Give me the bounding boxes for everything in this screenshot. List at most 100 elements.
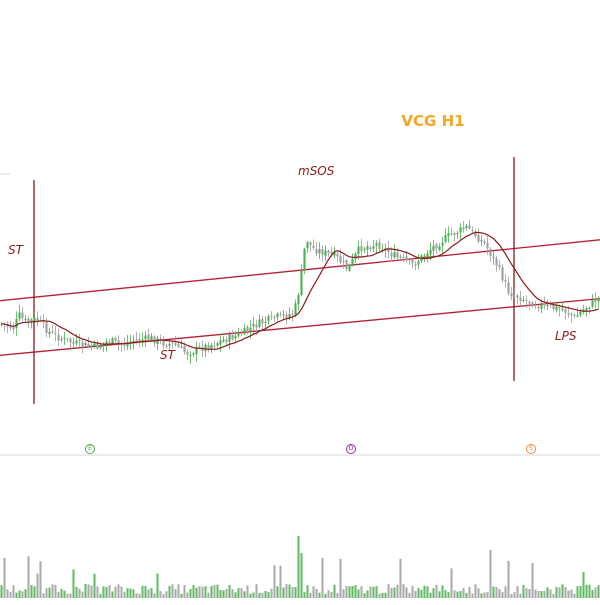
candle-body bbox=[12, 327, 15, 330]
volume-bar bbox=[492, 586, 495, 598]
candle-body bbox=[15, 318, 18, 328]
candle-body bbox=[84, 342, 87, 346]
candle-body bbox=[336, 253, 339, 257]
candle-body bbox=[213, 345, 216, 347]
volume-bar bbox=[504, 586, 507, 598]
channel-line-upper bbox=[0, 239, 600, 302]
candle-body bbox=[186, 352, 189, 355]
candle-body bbox=[135, 339, 138, 341]
volume-bar bbox=[72, 569, 75, 598]
candle-body bbox=[273, 316, 276, 319]
candle-body bbox=[9, 325, 12, 329]
volume-bar bbox=[483, 592, 486, 598]
volume-bar bbox=[582, 572, 585, 598]
candle-body bbox=[363, 248, 366, 250]
candle-body bbox=[366, 246, 369, 250]
volume-bar bbox=[3, 558, 6, 598]
volume-bar bbox=[249, 593, 252, 598]
volume-bar bbox=[6, 589, 9, 598]
candle-body bbox=[459, 227, 462, 233]
volume-bar bbox=[108, 585, 111, 598]
event-marker-s[interactable]: S bbox=[526, 444, 536, 454]
volume-bar bbox=[39, 561, 42, 598]
candle-body bbox=[330, 251, 333, 255]
volume-bar bbox=[192, 585, 195, 598]
candle-body bbox=[387, 247, 390, 253]
candles bbox=[0, 220, 600, 364]
volume-bar bbox=[441, 585, 444, 598]
candle-body bbox=[396, 252, 399, 258]
volume-bar bbox=[384, 592, 387, 598]
volume-bar bbox=[594, 587, 597, 598]
candle-body bbox=[90, 344, 93, 347]
event-marker-e[interactable]: E bbox=[85, 444, 95, 454]
candle-body bbox=[417, 261, 420, 265]
candle-body bbox=[303, 248, 306, 271]
candle-body bbox=[240, 333, 243, 335]
volume-bar bbox=[498, 589, 501, 598]
volume-bar bbox=[546, 587, 549, 598]
candle-body bbox=[60, 339, 63, 341]
volume-bar bbox=[393, 587, 396, 598]
volume-bar bbox=[171, 584, 174, 598]
candle-body bbox=[588, 307, 591, 309]
candle-body bbox=[57, 334, 60, 341]
candle-body bbox=[156, 338, 159, 344]
candle-body bbox=[63, 337, 66, 339]
candle-body bbox=[177, 344, 180, 347]
candle-body bbox=[531, 302, 534, 307]
volume-bar bbox=[552, 593, 555, 598]
volume-bar bbox=[216, 584, 219, 598]
volume-bar bbox=[405, 587, 408, 598]
event-lines bbox=[33, 157, 515, 404]
candle-body bbox=[267, 316, 270, 322]
volume-bar bbox=[276, 586, 279, 598]
candle-body bbox=[165, 345, 168, 347]
volume-bar bbox=[36, 573, 39, 598]
candle-body bbox=[258, 319, 261, 328]
volume-bar bbox=[555, 587, 558, 598]
candle-body bbox=[390, 252, 393, 257]
candle-body bbox=[492, 257, 495, 259]
candle-body bbox=[249, 327, 252, 332]
candle-body bbox=[24, 319, 27, 321]
candle-body bbox=[402, 256, 405, 258]
event-marker-d[interactable]: D bbox=[346, 444, 356, 454]
candle-body bbox=[516, 295, 519, 298]
volume-bar bbox=[51, 584, 54, 598]
candle-body bbox=[597, 298, 600, 302]
volume-bar bbox=[153, 593, 156, 598]
volume-bar bbox=[210, 586, 213, 598]
volume-bar bbox=[138, 593, 141, 598]
volume-bar bbox=[573, 593, 576, 598]
volume-bar bbox=[9, 591, 12, 598]
candle-body bbox=[567, 313, 570, 315]
volume-bar bbox=[162, 593, 165, 598]
volume-bar bbox=[63, 590, 66, 598]
candle-body bbox=[30, 319, 33, 322]
candle-body bbox=[528, 301, 531, 304]
volume-bar bbox=[225, 588, 228, 598]
candle-body bbox=[564, 309, 567, 313]
candle-body bbox=[507, 282, 510, 294]
candle-body bbox=[573, 315, 576, 317]
volume-bar bbox=[339, 558, 342, 598]
volume-bar bbox=[519, 593, 522, 598]
volume-bar bbox=[42, 593, 45, 598]
volume-bar bbox=[243, 591, 246, 598]
candle-body bbox=[378, 241, 381, 249]
volume-bar bbox=[456, 591, 459, 598]
volume-bar bbox=[444, 590, 447, 598]
candle-body bbox=[462, 227, 465, 230]
volume-bar bbox=[48, 587, 51, 598]
volume-bar bbox=[291, 586, 294, 598]
candle-body bbox=[234, 335, 237, 339]
volume-bar bbox=[363, 593, 366, 598]
volume-bar bbox=[480, 593, 483, 598]
volume-bar bbox=[486, 592, 489, 598]
volume-bar bbox=[135, 593, 138, 598]
candle-body bbox=[198, 346, 201, 348]
volume-bar bbox=[351, 586, 354, 598]
volume-bar bbox=[267, 592, 270, 598]
volume-bar bbox=[12, 585, 15, 598]
